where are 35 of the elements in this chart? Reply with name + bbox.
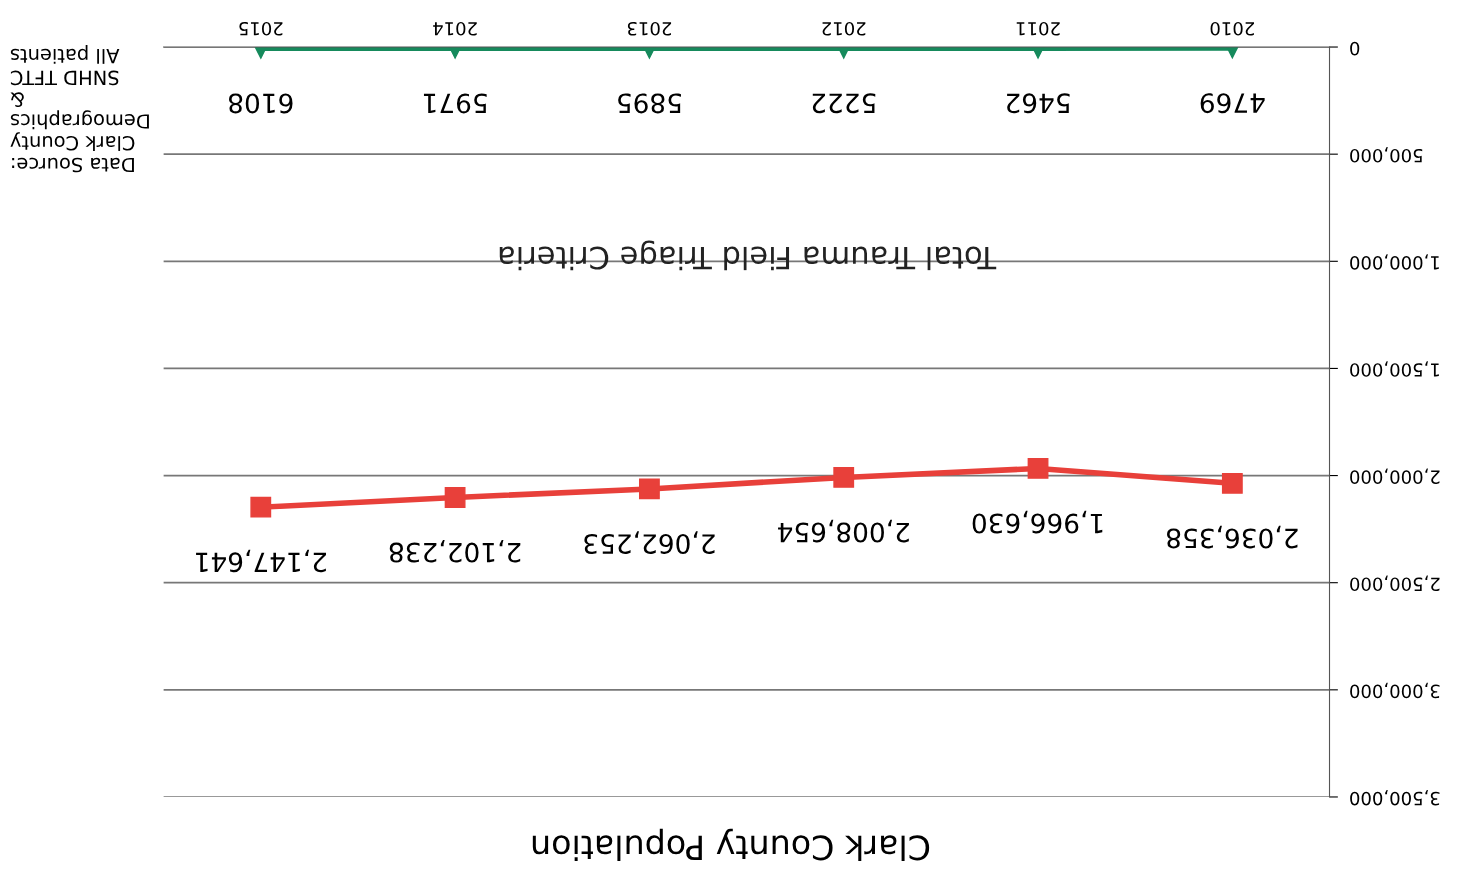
point bbox=[638, 478, 660, 500]
source-note: Data Source: Clark County Demographics & SNHD TFTC All patients bbox=[10, 45, 149, 173]
point bbox=[833, 467, 855, 488]
data-label: 2,036,358 bbox=[1167, 525, 1298, 549]
x-tick-label: 2011 bbox=[1016, 21, 1060, 36]
y-tick-label: 2,000,000 bbox=[1350, 468, 1440, 484]
point bbox=[444, 487, 466, 508]
data-label: 6108 bbox=[229, 93, 293, 114]
point bbox=[1027, 457, 1049, 479]
y-tick-label: 3,000,000 bbox=[1350, 682, 1440, 699]
point bbox=[1221, 472, 1243, 494]
data-label: 2,062,253 bbox=[584, 531, 715, 554]
data-label: 5462 bbox=[1007, 93, 1070, 114]
y-tick-label: 3,500,000 bbox=[1350, 789, 1440, 806]
x-tick-label: 2010 bbox=[1210, 21, 1255, 36]
y-tick-label: 500,000 bbox=[1350, 147, 1423, 163]
data-label: 5895 bbox=[618, 93, 681, 114]
x-tick-label: 2012 bbox=[822, 21, 866, 36]
data-label: 2,147,641 bbox=[196, 549, 327, 573]
x-tick-label: 2013 bbox=[627, 21, 672, 36]
data-label: 5971 bbox=[423, 93, 487, 114]
y-tick-label: 0 bbox=[1350, 41, 1360, 56]
y-tick-label: 1,500,000 bbox=[1350, 361, 1439, 377]
y-tick-label: 1,000,000 bbox=[1350, 254, 1439, 270]
text: Clark County Population bbox=[532, 828, 930, 861]
data-label: 4769 bbox=[1200, 93, 1265, 114]
data-label: 2,008,654 bbox=[778, 519, 909, 543]
text: Total Trauma Field Triage Criteria bbox=[499, 240, 997, 271]
x-tick-label: 2015 bbox=[239, 21, 283, 36]
y-tick-label: 2,500,000 bbox=[1350, 575, 1440, 592]
point bbox=[250, 496, 272, 518]
data-label: 5222 bbox=[812, 93, 876, 114]
data-label: 2,102,238 bbox=[389, 539, 521, 563]
x-tick-label: 2014 bbox=[433, 21, 477, 36]
data-label: 1,966,630 bbox=[972, 510, 1103, 534]
